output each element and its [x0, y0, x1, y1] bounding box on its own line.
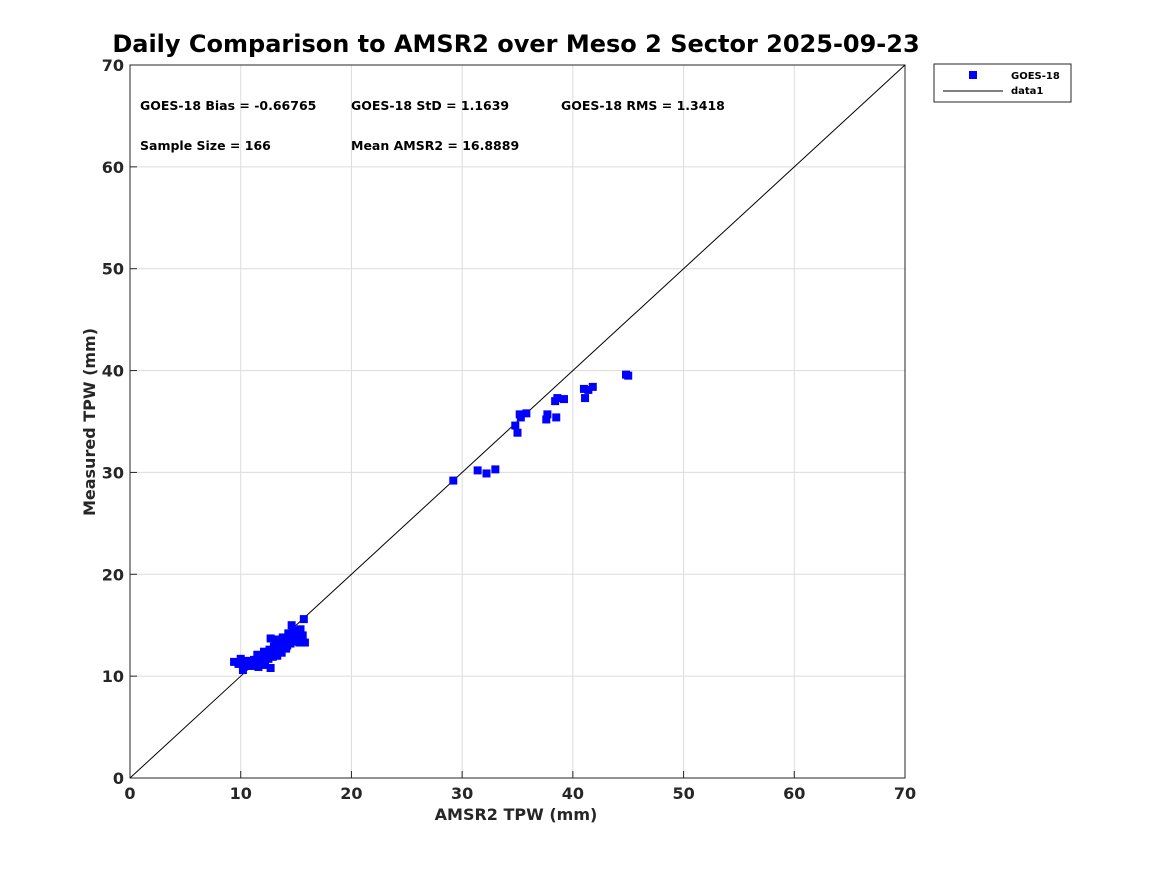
legend-label-data1: data1	[1011, 86, 1043, 97]
x-tick-label: 50	[672, 784, 694, 803]
annotation-sample-size: Sample Size = 166	[140, 138, 271, 153]
scatter-point	[553, 394, 562, 403]
data-points	[230, 370, 633, 675]
y-tick-label: 10	[102, 667, 124, 686]
scatter-point	[522, 409, 531, 418]
scatter-point	[273, 651, 282, 660]
scatter-point	[284, 629, 293, 638]
x-tick-label: 20	[340, 784, 362, 803]
x-tick-label: 60	[783, 784, 805, 803]
scatter-point	[581, 394, 590, 403]
scatter-point	[256, 653, 265, 662]
annotation-mean-amsr2: Mean AMSR2 = 16.8889	[351, 138, 519, 153]
x-tick-label: 40	[562, 784, 584, 803]
scatter-point	[588, 382, 597, 391]
scatter-point	[268, 652, 277, 661]
scatter-point	[266, 663, 275, 672]
scatter-point	[516, 413, 525, 422]
legend-label-goes18: GOES-18	[1011, 71, 1060, 82]
scatter-point	[579, 384, 588, 393]
scatter-point	[624, 371, 633, 380]
legend-box	[933, 63, 1072, 103]
annotation-bias: GOES-18 Bias = -0.66765	[140, 98, 316, 113]
scatter-point	[298, 631, 307, 640]
scatter-point	[542, 415, 551, 424]
scatter-point	[269, 642, 278, 651]
y-tick-label: 60	[102, 158, 124, 177]
scatter-point	[252, 658, 261, 667]
y-tick-label: 20	[102, 565, 124, 584]
annotation-std: GOES-18 StD = 1.1639	[351, 98, 509, 113]
axis-ticks: 0 10 20 30 40 50 60 70 0 10 20 30 40 50 60 70	[102, 56, 916, 803]
scatter-point	[449, 476, 458, 485]
scatter-point	[234, 659, 243, 668]
scatter-point	[300, 638, 309, 647]
x-tick-label: 70	[894, 784, 916, 803]
scatter-point	[299, 615, 308, 624]
scatter-point	[295, 638, 304, 647]
y-tick-label: 50	[102, 260, 124, 279]
scatter-point	[296, 625, 305, 634]
scatter-point	[259, 647, 268, 656]
legend-marker-square	[969, 71, 977, 79]
scatter-point	[482, 469, 491, 478]
y-tick-label: 40	[102, 362, 124, 381]
scatter-point	[271, 647, 280, 656]
scatter-point	[491, 465, 500, 474]
chart-title: Daily Comparison to AMSR2 over Meso 2 Se…	[112, 30, 919, 58]
scatter-point	[473, 466, 482, 475]
scatter-point	[543, 410, 552, 419]
x-tick-label: 30	[451, 784, 473, 803]
scatter-point	[288, 626, 297, 635]
scatter-point	[264, 654, 273, 663]
x-tick-label: 10	[230, 784, 252, 803]
scatter-point	[511, 421, 520, 430]
scatter-point	[281, 637, 289, 646]
legend: GOES-18 data1	[933, 63, 1072, 103]
scatter-point	[513, 428, 522, 437]
scatter-point	[584, 385, 593, 394]
scatter-point	[254, 662, 263, 671]
scatter-point	[552, 413, 561, 422]
scatter-point	[265, 645, 274, 654]
scatter-point	[278, 633, 287, 642]
scatter-point	[241, 661, 250, 670]
annotation-rms: GOES-18 RMS = 1.3418	[561, 98, 725, 113]
scatter-point	[560, 395, 568, 404]
y-axis-label: Measured TPW (mm)	[80, 328, 99, 516]
scatter-point	[238, 666, 247, 675]
scatter-point	[287, 621, 296, 630]
y-tick-label: 70	[102, 56, 124, 75]
y-tick-label: 0	[113, 769, 124, 788]
scatter-point	[247, 661, 256, 670]
grid-lines	[130, 65, 905, 778]
y-tick-label: 30	[102, 463, 124, 482]
x-tick-label: 0	[124, 784, 135, 803]
scatter-point	[236, 654, 245, 663]
scatter-point	[274, 635, 283, 644]
scatter-point	[277, 648, 286, 657]
scatter-point	[261, 660, 270, 669]
x-axis-label: AMSR2 TPW (mm)	[435, 805, 598, 824]
scatter-point	[266, 634, 275, 643]
scatter-point	[230, 657, 239, 666]
plot-area-frame	[129, 64, 906, 779]
